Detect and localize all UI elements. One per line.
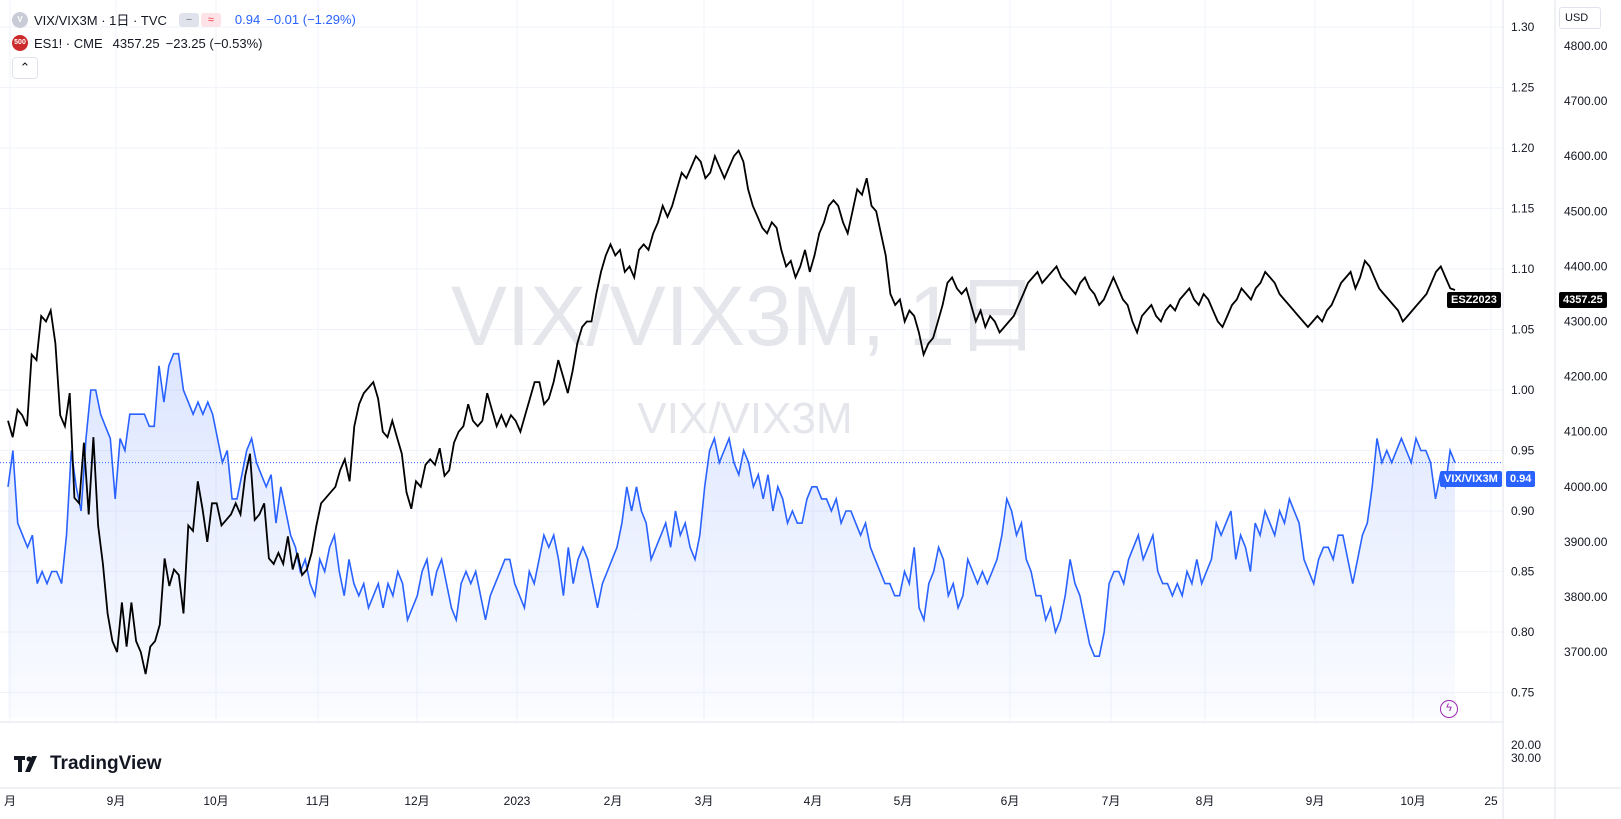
time-tick-label: 12月	[404, 794, 429, 808]
es-tick-label: 4400.00	[1564, 259, 1608, 273]
series-layer	[0, 149, 1503, 718]
watermark-title: VIX/VIX3M, 1日	[451, 269, 1039, 363]
ratio-tick-label: 0.80	[1511, 625, 1535, 639]
brand-name: TradingView	[50, 753, 162, 774]
main-last-value: 0.94	[234, 12, 261, 27]
time-tick-label: 月	[4, 794, 16, 808]
es-tick-label: 3900.00	[1564, 535, 1608, 549]
indicator-tick-label: 20.00	[1511, 738, 1541, 752]
time-tick-label: 5月	[894, 794, 913, 808]
ratio-tick-label: 0.90	[1511, 504, 1535, 518]
time-tick-label: 7月	[1102, 794, 1121, 808]
collapse-legend-button[interactable]: ⌃	[12, 57, 38, 79]
compare-symbol-label[interactable]: ES1! · CME	[34, 35, 103, 51]
series-line-vix	[7, 352, 1456, 657]
indicator-tick-label: 30.00	[1511, 751, 1541, 765]
chevron-up-icon: ⌃	[19, 60, 31, 75]
ratio-tick-label: 1.25	[1511, 81, 1535, 95]
time-tick-label: 10月	[1400, 794, 1425, 808]
watermark-subtitle: VIX/VIX3M	[637, 394, 852, 443]
series-line-es	[7, 149, 1456, 675]
es-tick-label: 4100.00	[1564, 425, 1608, 439]
es-tick-label: 4700.00	[1564, 94, 1608, 108]
minus-icon[interactable]: −	[178, 12, 199, 27]
ratio-tick-label: 0.85	[1511, 565, 1535, 579]
ratio-tick-label: 1.15	[1511, 202, 1535, 216]
vix-label-tag: VIX/VIX3M	[1440, 471, 1502, 487]
es-tick-label: 4200.00	[1564, 370, 1608, 384]
time-tick-label: 2月	[604, 794, 623, 808]
ratio-tick-label: 1.05	[1511, 323, 1535, 337]
ratio-tick-label: 1.20	[1511, 141, 1535, 155]
vix-price-tag: 0.94	[1506, 471, 1536, 487]
compare-last-value: 4357.25	[112, 35, 160, 51]
tradingview-logo-icon	[14, 756, 37, 772]
ratio-tick-label: 0.75	[1511, 686, 1535, 700]
legend-main-row[interactable]: V VIX/VIX3M · 1日 · TVC − ≈ 0.94 −0.01 (−…	[12, 10, 356, 29]
vix-symbol-icon: V	[12, 11, 28, 28]
es-tick-label: 4000.00	[1564, 480, 1608, 494]
time-tick-label: 9月	[1306, 794, 1325, 808]
vix-area-fill	[8, 353, 1455, 718]
time-tick-label: 8月	[1196, 794, 1215, 808]
time-tick-label: 4月	[804, 794, 823, 808]
time-tick-label: 2023	[504, 794, 531, 808]
es-tick-label: 4600.00	[1564, 149, 1608, 163]
es-tick-label: 4300.00	[1564, 315, 1608, 329]
compare-change: −23.25 (−0.53%)	[165, 35, 263, 51]
time-axis[interactable]: 月 9月 10月 11月 12月 2023 2月 3月 4月 5月 6月 7月 8月 9月 10月 25	[4, 794, 1498, 808]
es-tick-label: 4500.00	[1564, 204, 1608, 218]
legend-compare-row[interactable]: 500 ES1! · CME 4357.25 −23.25 (−0.53%)	[12, 35, 262, 51]
ratio-tick-label: 0.95	[1511, 444, 1535, 458]
currency-button[interactable]: USD	[1559, 7, 1601, 29]
wave-icon[interactable]: ≈	[200, 12, 221, 27]
time-tick-label: 11月	[306, 794, 330, 808]
time-tick-label: 9月	[107, 794, 126, 808]
time-tick-label: 10月	[203, 794, 228, 808]
ratio-tick-label: 1.30	[1511, 20, 1535, 34]
es-symbol-icon: 500	[12, 35, 28, 51]
ratio-tick-label: 1.10	[1511, 262, 1535, 276]
es-price-axis[interactable]: 4800.00 4700.00 4600.00 4500.00 4400.00 4300.…	[1564, 39, 1608, 659]
time-tick-label: 6月	[1001, 794, 1020, 808]
es-tick-label: 4800.00	[1564, 39, 1608, 53]
tradingview-logo: TradingView	[14, 753, 162, 775]
es-label-tag: ESZ2023	[1447, 292, 1501, 308]
main-change: −0.01 (−1.29%)	[266, 12, 356, 27]
es-tick-label: 3700.00	[1564, 645, 1608, 659]
display-toggle[interactable]: − ≈	[178, 12, 221, 27]
main-symbol-label[interactable]: VIX/VIX3M · 1日 · TVC	[34, 13, 167, 28]
ratio-tick-label: 1.00	[1511, 383, 1535, 397]
es-price-tag: 4357.25	[1559, 292, 1607, 308]
alert-bolt-icon[interactable]: ϟ	[1440, 700, 1458, 718]
time-tick-label: 3月	[695, 794, 714, 808]
time-tick-label: 25	[1484, 794, 1498, 808]
es-tick-label: 3800.00	[1564, 590, 1608, 604]
ratio-price-axis[interactable]: 1.30 1.25 1.20 1.15 1.10 1.05 1.00 0.95 0.90 0.85…	[1511, 20, 1535, 700]
